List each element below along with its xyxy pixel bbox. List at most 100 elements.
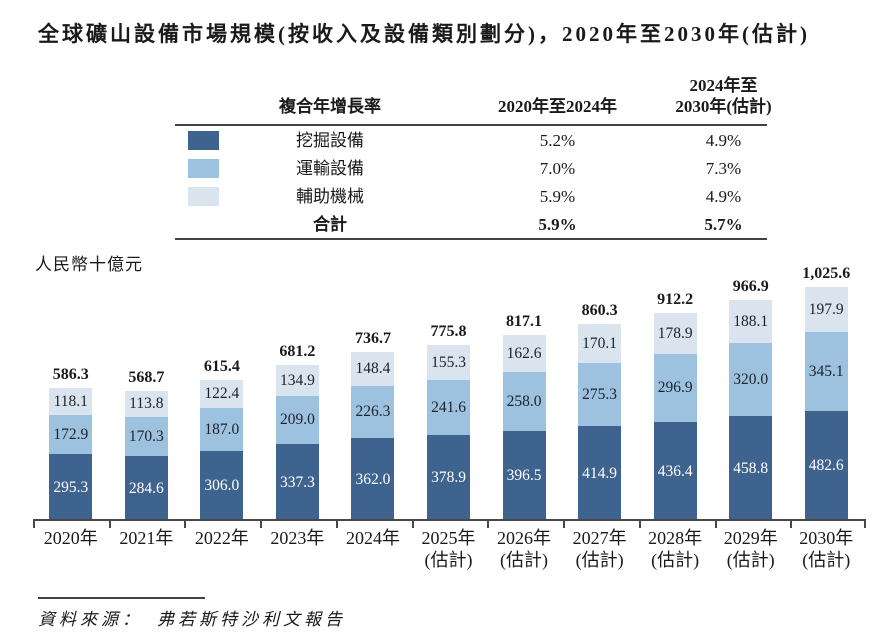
bar-segment-auxiliary: 188.1 — [729, 300, 773, 343]
bar-segment-excavation: 414.9 — [578, 426, 622, 521]
segment-value-label: 209.0 — [279, 411, 315, 428]
segment-value-label: 458.8 — [733, 459, 769, 477]
x-axis-tick — [411, 521, 414, 528]
segment-value-label: 155.3 — [431, 353, 466, 371]
bar-segment-excavation: 306.0 — [200, 451, 244, 521]
x-axis-tick — [864, 521, 866, 528]
x-axis-tick — [790, 521, 793, 528]
segment-value-label: 436.4 — [657, 462, 693, 480]
x-axis-label: 2027年 (估計) — [572, 528, 627, 570]
bar-segment-transport: 226.3 — [351, 386, 395, 438]
bar-column: 775.8 155.3 241.6 378.9 — [411, 323, 487, 521]
segment-value-label: 148.4 — [355, 360, 391, 377]
table-bottom-rule — [175, 238, 767, 240]
stacked-bar: 122.4 187.0 306.0 — [200, 380, 244, 521]
bar-segment-excavation: 378.9 — [427, 435, 470, 521]
segment-value-label: 187.0 — [204, 420, 240, 438]
segment-value-label: 396.5 — [506, 467, 542, 484]
bar-segment-transport: 172.9 — [49, 415, 93, 454]
bar-column: 860.3 170.1 275.3 414.9 — [562, 302, 638, 521]
segment-value-label: 275.3 — [582, 385, 618, 403]
bar-column: 681.2 134.9 209.0 337.3 — [260, 343, 336, 521]
bar-column: 615.4 122.4 187.0 306.0 — [184, 358, 260, 521]
x-axis-tick — [487, 521, 490, 528]
bar-segment-excavation: 295.3 — [49, 454, 93, 521]
bar-segment-excavation: 458.8 — [729, 416, 773, 521]
x-axis-tick — [563, 521, 566, 528]
table-row-auxiliary: 輔助機械 5.9% 4.9% — [175, 182, 767, 210]
segment-value-label: 284.6 — [128, 479, 164, 497]
bar-segment-auxiliary: 178.9 — [653, 313, 697, 354]
stacked-bar: 118.1 172.9 295.3 — [49, 388, 93, 521]
bar-total-label: 568.7 — [128, 369, 165, 386]
segment-value-label: 178.9 — [657, 324, 693, 342]
segment-value-label: 295.3 — [53, 478, 89, 496]
row-cagr-2020-2024: 5.9% — [539, 186, 576, 206]
cagr-table: 複合年增長率 2020年至2024年 2024年至 2030年(估計) 挖掘設備… — [175, 74, 772, 240]
stacked-bar: 188.1 320.0 458.8 — [729, 300, 773, 521]
bar-column: 1,025.6 197.9 345.1 482.6 — [788, 265, 864, 521]
segment-value-label: 122.4 — [204, 385, 240, 402]
x-axis-label: 2028年 (估計) — [648, 528, 703, 570]
bar-total-label: 736.7 — [354, 330, 391, 347]
segment-value-label: 188.1 — [733, 312, 769, 330]
total-cagr-2020-2024: 5.9% — [538, 214, 577, 234]
bar-segment-auxiliary: 162.6 — [502, 335, 546, 372]
stacked-bar: 178.9 296.9 436.4 — [653, 313, 697, 521]
source-note: 資料來源： 弗若斯特沙利文報告 — [38, 605, 346, 630]
row-label: 輔助機械 — [296, 186, 364, 206]
header-period-1: 2020年至2024年 — [498, 97, 617, 116]
segment-value-label: 296.9 — [657, 379, 693, 396]
stacked-bar: 134.9 209.0 337.3 — [275, 365, 319, 521]
bar-segment-transport: 345.1 — [804, 332, 848, 411]
segment-value-label: 197.9 — [808, 300, 844, 318]
bar-segment-transport: 241.6 — [427, 380, 470, 435]
bar-segment-transport: 296.9 — [653, 354, 697, 422]
segment-value-label: 482.6 — [808, 457, 844, 474]
source-text: 弗若斯特沙利文報告 — [157, 610, 346, 629]
segment-value-label: 170.1 — [582, 334, 618, 352]
x-axis-tick — [108, 521, 111, 528]
x-axis-tick — [184, 521, 187, 528]
x-axis-labels: 2020年 2021年 2022年 2023年 2024年 2025年 (估計) 2026年(… — [33, 527, 864, 571]
x-axis — [33, 519, 866, 529]
x-axis-label: 2020年 — [43, 528, 98, 548]
segment-value-label: 118.1 — [53, 392, 88, 410]
table-row-transport: 運輸設備 7.0% 7.3% — [175, 154, 767, 182]
row-cagr-2024-2030: 4.9% — [705, 130, 742, 150]
segment-value-label: 134.9 — [279, 371, 315, 389]
bar-segment-excavation: 482.6 — [804, 411, 848, 521]
bar-segment-transport: 170.3 — [124, 417, 168, 456]
bar-segment-excavation: 284.6 — [124, 456, 168, 521]
row-label: 運輸設備 — [296, 158, 364, 178]
stacked-bar: 162.6 258.0 396.5 — [502, 335, 546, 521]
stacked-bar: 197.9 345.1 482.6 — [804, 287, 848, 521]
x-axis-tick — [335, 521, 338, 528]
bar-segment-transport: 187.0 — [200, 408, 244, 451]
bar-segment-auxiliary: 170.1 — [578, 324, 622, 363]
bar-column: 568.7 113.8 170.3 284.6 — [109, 369, 185, 521]
bar-segment-transport: 258.0 — [502, 372, 546, 431]
bar-total-label: 615.4 — [203, 358, 240, 375]
x-axis-label: 2030年 (估計) — [799, 528, 854, 570]
x-axis-tick — [33, 521, 35, 528]
bar-column: 912.2 178.9 296.9 436.4 — [637, 291, 713, 521]
bar-total-label: 681.2 — [279, 343, 316, 360]
bar-segment-auxiliary: 122.4 — [200, 380, 244, 408]
row-cagr-2020-2024: 5.2% — [539, 130, 576, 150]
stacked-bar: 113.8 170.3 284.6 — [124, 391, 168, 521]
x-axis-label: 2023年 — [270, 528, 325, 548]
table-header-row: 複合年增長率 2020年至2024年 2024年至 2030年(估計) — [175, 74, 772, 126]
x-axis-label: 2024年 — [345, 528, 400, 548]
bar-segment-excavation: 436.4 — [653, 422, 697, 521]
bar-total-label: 775.8 — [430, 323, 467, 340]
stacked-bar: 170.1 275.3 414.9 — [578, 324, 622, 521]
table-row-total: 合計 5.9% 5.7% — [175, 210, 767, 238]
row-cagr-2024-2030: 7.3% — [705, 158, 742, 178]
segment-value-label: 226.3 — [355, 403, 391, 420]
segment-value-label: 320.0 — [733, 370, 769, 388]
segment-value-label: 306.0 — [204, 477, 240, 494]
x-axis-label: 2029年 (估計) — [723, 528, 778, 570]
bar-total-label: 817.1 — [506, 313, 543, 330]
table-row-excavation: 挖掘設備 5.2% 4.9% — [175, 126, 767, 154]
